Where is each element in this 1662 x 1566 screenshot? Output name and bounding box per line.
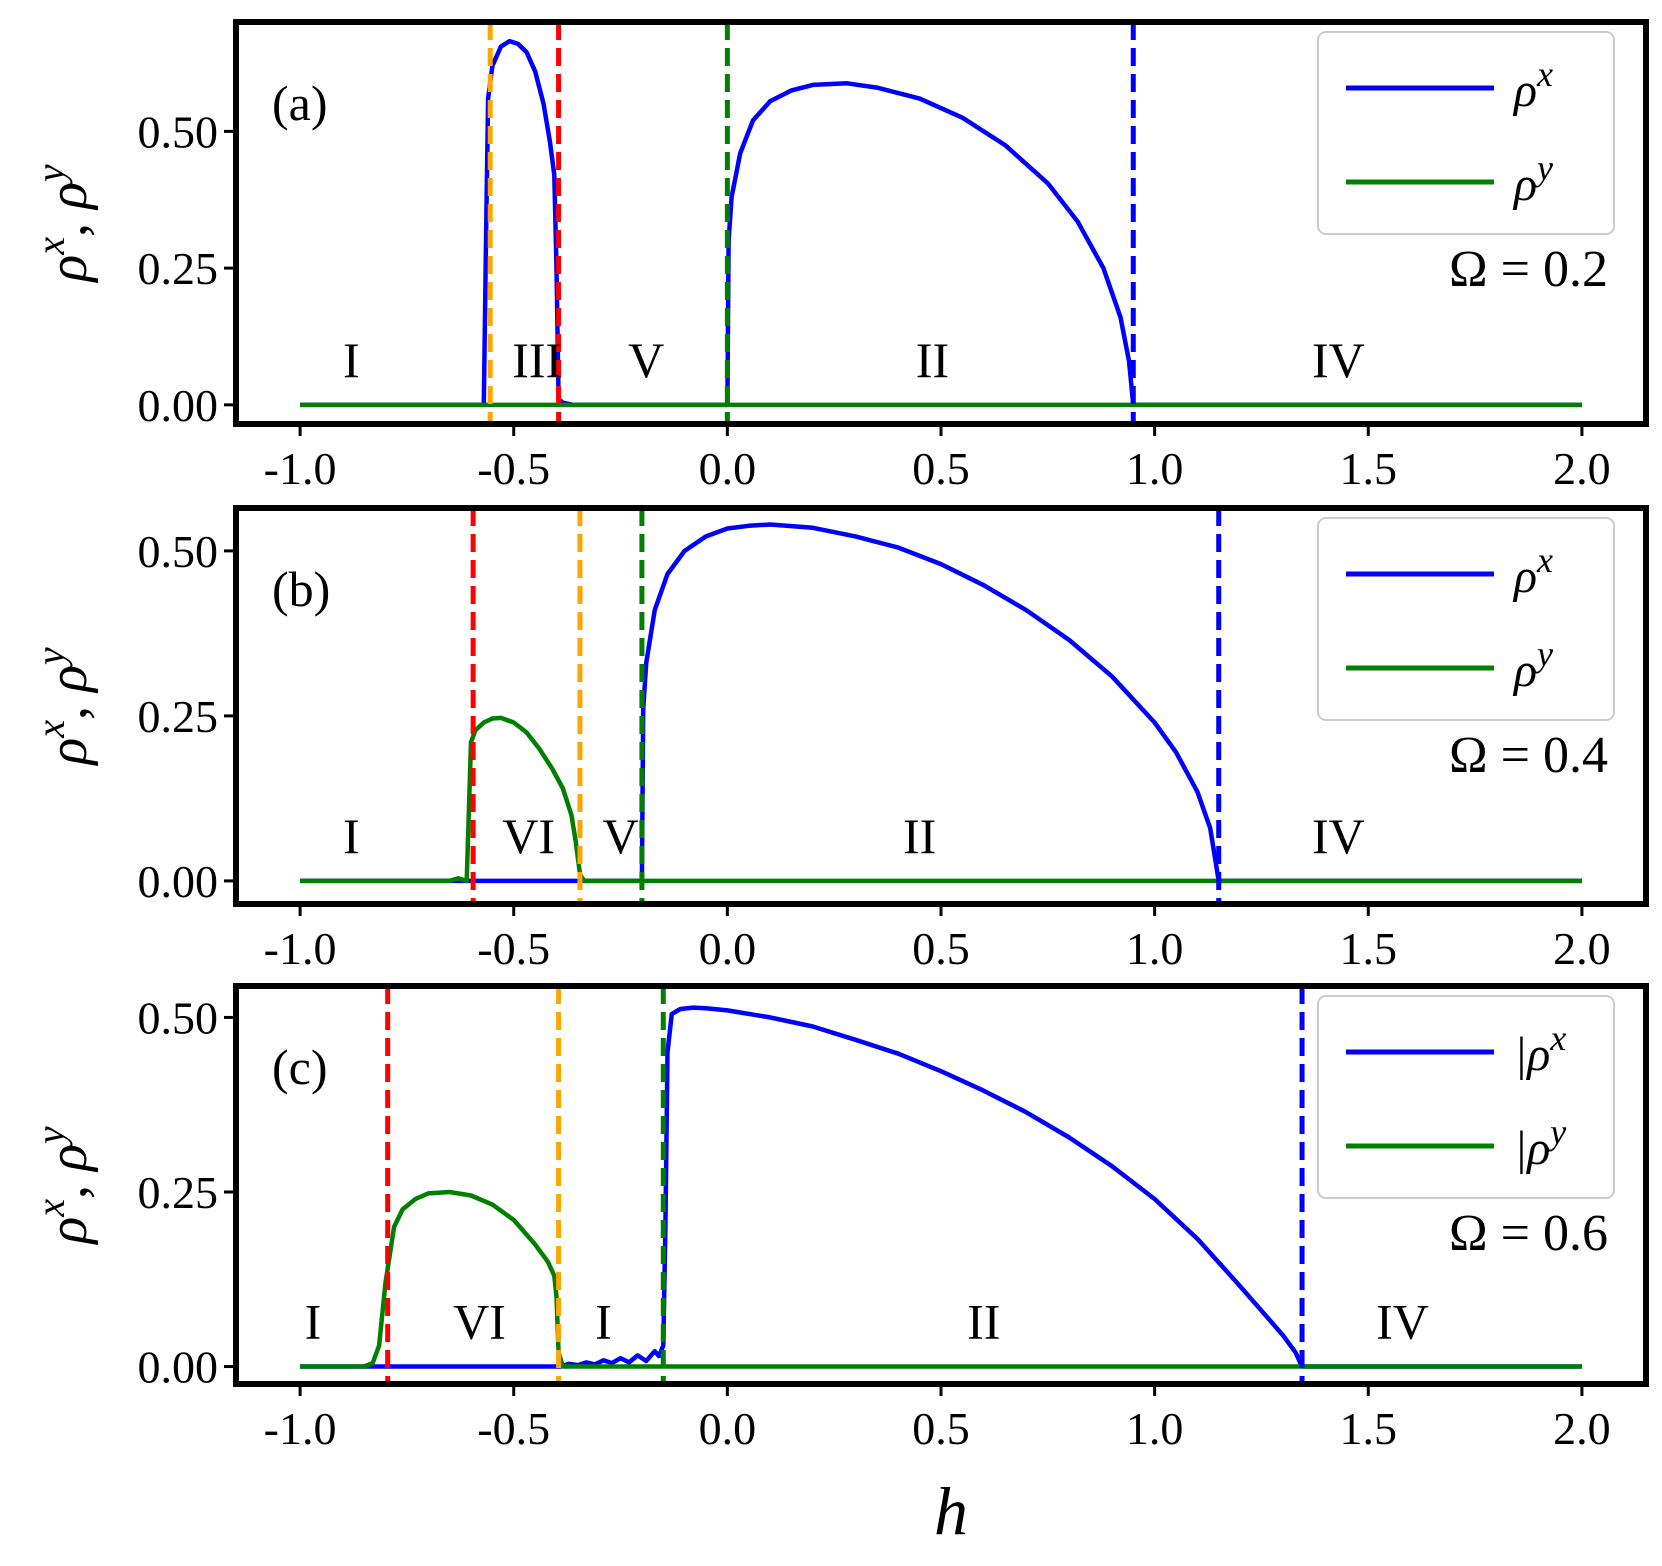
series-rho-x-line bbox=[300, 38, 1582, 408]
y-tick-label: 0.25 bbox=[138, 243, 219, 294]
region-label: I bbox=[343, 808, 360, 864]
y-tick-label: 0.50 bbox=[138, 526, 219, 577]
region-label: V bbox=[602, 808, 638, 864]
plot-frame bbox=[233, 983, 1649, 1387]
region-label: IV bbox=[1376, 1294, 1429, 1350]
x-tick-label: -1.0 bbox=[264, 1403, 337, 1454]
x-tick-label: 0.0 bbox=[699, 923, 757, 974]
omega-label: Ω = 0.6 bbox=[1449, 1205, 1608, 1262]
region-label: IV bbox=[1312, 808, 1365, 864]
x-tick-label: 1.0 bbox=[1126, 1403, 1184, 1454]
x-tick-label: 2.0 bbox=[1553, 443, 1611, 494]
region-label: I bbox=[343, 332, 360, 388]
legend-entry-label: ρx bbox=[1512, 540, 1553, 603]
x-tick-label: -0.5 bbox=[477, 1403, 550, 1454]
legend-entry-label: ρy bbox=[1512, 148, 1553, 211]
region-label: I bbox=[305, 1294, 322, 1350]
region-label: VI bbox=[453, 1294, 506, 1350]
y-tick-label: 0.50 bbox=[138, 106, 219, 157]
omega-label: Ω = 0.2 bbox=[1449, 241, 1608, 298]
panel-label: (c) bbox=[272, 1039, 328, 1095]
panel-a: -1.0 -0.5 0.0 0.5 1.0 1.5 2.0 0.00 0.25 0.50 ρx, ρ… bbox=[28, 19, 1649, 494]
y-axis-label: ρx, ρy bbox=[28, 1126, 99, 1246]
region-label: I bbox=[595, 1294, 612, 1350]
x-tick-label: 1.0 bbox=[1126, 443, 1184, 494]
legend-box bbox=[1317, 517, 1615, 721]
y-axis-label: ρx, ρy bbox=[28, 164, 99, 284]
y-tick-label: 0.25 bbox=[138, 1167, 219, 1218]
region-label: II bbox=[967, 1294, 1000, 1350]
x-tick-label: 2.0 bbox=[1553, 1403, 1611, 1454]
legend-box bbox=[1317, 31, 1615, 235]
region-label: IV bbox=[1312, 332, 1365, 388]
x-tick-label: 1.5 bbox=[1340, 443, 1398, 494]
x-tick-label: -1.0 bbox=[264, 923, 337, 974]
x-tick-label: 0.0 bbox=[699, 443, 757, 494]
x-tick-label: 0.5 bbox=[912, 443, 970, 494]
panel-label: (a) bbox=[272, 75, 328, 131]
y-tick-label: 0.00 bbox=[138, 1342, 219, 1393]
region-label: V bbox=[628, 332, 664, 388]
x-tick-label: 1.5 bbox=[1340, 923, 1398, 974]
region-label: II bbox=[916, 332, 949, 388]
plot-frame bbox=[233, 19, 1649, 427]
y-axis-label: ρx, ρy bbox=[28, 647, 99, 767]
y-tick-label: 0.25 bbox=[138, 691, 219, 742]
y-tick-label: 0.50 bbox=[138, 992, 219, 1043]
region-label: II bbox=[903, 808, 936, 864]
panel-b: -1.0 -0.5 0.0 0.5 1.0 1.5 2.0 0.00 0.25 0.50 ρx, ρ… bbox=[28, 505, 1649, 974]
x-tick-label: 1.5 bbox=[1340, 1403, 1398, 1454]
legend-entry-label: ρx bbox=[1512, 54, 1553, 117]
series-rho-y-line bbox=[300, 715, 1582, 884]
x-axis-label: h bbox=[934, 1473, 968, 1549]
x-tick-label: -1.0 bbox=[264, 443, 337, 494]
legend-entry-label: ρy bbox=[1512, 634, 1553, 697]
x-tick-label: 0.5 bbox=[912, 923, 970, 974]
legend-entry-label: |ρy bbox=[1514, 1112, 1566, 1175]
region-label: III bbox=[512, 332, 562, 388]
plot-frame bbox=[233, 505, 1649, 907]
x-tick-label: 0.0 bbox=[699, 1403, 757, 1454]
region-label: VI bbox=[502, 808, 555, 864]
y-tick-label: 0.00 bbox=[138, 380, 219, 431]
series-rho-x-line bbox=[300, 522, 1582, 884]
x-tick-label: 1.0 bbox=[1126, 923, 1184, 974]
series-rho-y-line bbox=[300, 1189, 1582, 1369]
omega-label: Ω = 0.4 bbox=[1449, 727, 1608, 784]
x-tick-label: -0.5 bbox=[477, 923, 550, 974]
series-rho-x-line bbox=[300, 1005, 1582, 1369]
y-tick-label: 0.00 bbox=[138, 856, 219, 907]
panel-label: (b) bbox=[272, 561, 330, 617]
legend-entry-label: |ρx bbox=[1514, 1018, 1566, 1081]
x-tick-label: 0.5 bbox=[912, 1403, 970, 1454]
x-tick-label: -0.5 bbox=[477, 443, 550, 494]
legend-box bbox=[1317, 995, 1615, 1199]
x-tick-label: 2.0 bbox=[1553, 923, 1611, 974]
panel-c: -1.0 -0.5 0.0 0.5 1.0 1.5 2.0 0.00 0.25 0.50 ρx, ρ… bbox=[28, 983, 1649, 1549]
